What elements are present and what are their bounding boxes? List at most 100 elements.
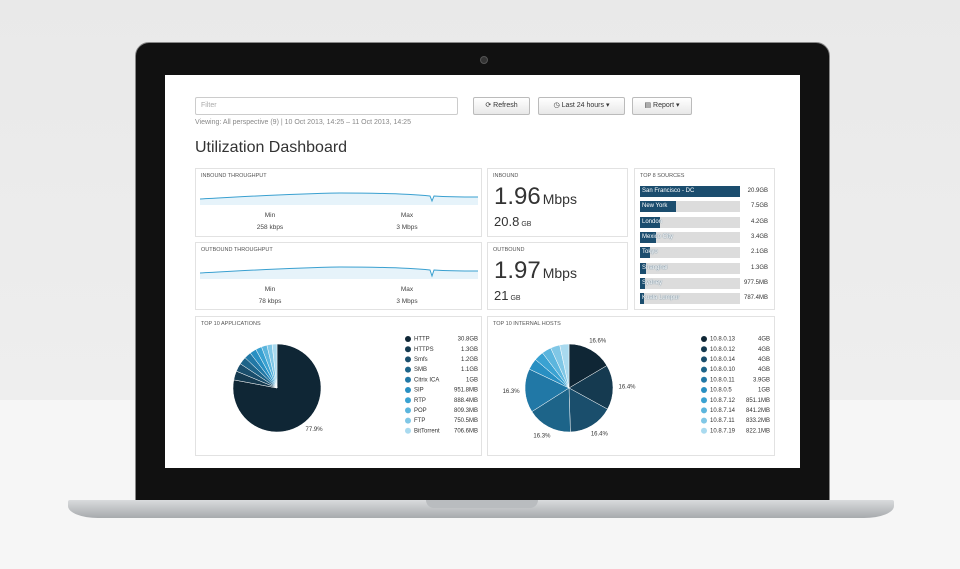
min-value: 258 kbps: [256, 224, 284, 231]
legend-name: FTP: [414, 418, 425, 424]
legend-name: 10.8.0.12: [710, 347, 736, 353]
source-name: Sydney: [642, 279, 663, 286]
legend-dot: [701, 346, 707, 353]
bar-track: [640, 247, 740, 259]
legend-dot: [701, 407, 707, 414]
legend-name: HTTPS: [414, 347, 434, 353]
legend-dot: [701, 417, 707, 424]
bar-track: [640, 293, 740, 305]
bar-track: [640, 277, 740, 289]
panel-title: TOP 8 SOURCES: [640, 173, 685, 179]
sparkline: [200, 192, 478, 205]
legend-dot: [701, 427, 707, 434]
legend-name: SIP: [414, 388, 424, 394]
legend-name: Citrix ICA: [414, 377, 439, 383]
volume-unit: GB: [510, 295, 521, 302]
bar-track: [640, 262, 740, 274]
top-hosts-panel: TOP 10 INTERNAL HOSTS 16.6% 10.8.0.13 4GB 1…: [487, 316, 775, 456]
panel-title: OUTBOUND THROUGHPUT: [201, 247, 273, 253]
max-label: Max: [400, 286, 414, 293]
source-value: 7.5GB: [750, 203, 768, 210]
pie-slice: [271, 343, 278, 389]
legend-value: 822.1MB: [746, 428, 770, 434]
pie-chart: 16.6% 10.8.0.13 4GB 16.4% 10.8.0.12 4GB 16.4% 1…: [503, 336, 770, 439]
source-name: Shanghai: [642, 264, 668, 271]
refresh-label: Refresh: [493, 102, 518, 109]
panel-title: TOP 10 INTERNAL HOSTS: [493, 321, 561, 327]
legend-name: RTP: [414, 398, 426, 404]
legend-value: 3.9GB: [753, 377, 770, 383]
panel-title: TOP 10 APPLICATIONS: [201, 321, 261, 327]
outbound-volume: 21 GB: [494, 288, 521, 303]
refresh-button[interactable]: ⟳ Refresh: [473, 97, 530, 115]
bar: [640, 247, 651, 259]
camera: [480, 56, 488, 64]
viewing-text: Viewing: All perspective (9) | 10 Oct 20…: [195, 119, 411, 126]
bar: [640, 186, 740, 197]
source-value: 20.9GB: [747, 188, 768, 194]
rate-value: 1.97: [494, 257, 541, 284]
legend-name: 10.8.0.11: [710, 377, 735, 383]
max-value: 3 Mbps: [396, 298, 418, 305]
source-name: Kuala Lumpur: [642, 295, 680, 302]
legend-name: 10.8.7.19: [710, 428, 736, 434]
pie-label: 16.6%: [589, 339, 607, 345]
pie-label: 16.4%: [618, 385, 636, 391]
legend-dot: [405, 427, 411, 434]
source-value: 2.1GB: [750, 249, 768, 256]
source-value: 977.5MB: [743, 279, 768, 286]
legend-value: 1.3GB: [461, 347, 478, 353]
legend-name: 10.8.7.12: [710, 398, 736, 404]
pie-slice: [568, 343, 608, 389]
source-name: Mexico City: [642, 233, 674, 240]
pie-label: 77.9%: [306, 427, 324, 433]
legend-dot: [405, 397, 411, 404]
bar: [640, 262, 647, 274]
page-title: Utilization Dashboard: [195, 139, 348, 156]
legend-value: 951.8MB: [454, 388, 478, 394]
volume-unit: GB: [521, 221, 532, 228]
legend-name: 10.8.0.14: [710, 357, 736, 363]
panel-title: INBOUND THROUGHPUT: [201, 173, 267, 179]
bar: [640, 201, 676, 213]
bar: [640, 293, 644, 305]
time-range-button[interactable]: ◷ Last 24 hours ▾: [538, 97, 625, 115]
legend-dot: [405, 336, 411, 342]
legend-value: 833.2MB: [746, 418, 770, 424]
legend-dot: [405, 366, 411, 373]
report-button[interactable]: ▤ Report ▾: [632, 97, 692, 115]
report-label: Report: [653, 102, 675, 109]
inbound-volume: 20.8 GB: [494, 214, 531, 229]
source-name: San Francisco - DC: [642, 188, 695, 194]
panel-title: OUTBOUND: [493, 247, 525, 253]
legend-dot: [701, 387, 707, 393]
pie-chart: 77.9% HTTP 30.8GB HTTPS 1.3GB Smfs 1.2GB SMB 1.1…: [232, 336, 478, 434]
bar: [640, 216, 661, 228]
legend-value: 706.6MB: [454, 428, 478, 434]
pie-label: 16.3%: [503, 389, 521, 395]
bar: [640, 277, 645, 289]
source-value: 1.3GB: [750, 264, 768, 271]
legend-value: 1.1GB: [461, 367, 478, 373]
legend-value: 809.3MB: [454, 408, 478, 414]
source-name: Tokyo: [642, 249, 658, 256]
volume-value: 20.8: [494, 214, 520, 229]
legend-value: 30.8GB: [458, 337, 478, 343]
legend-value: 4GB: [758, 367, 770, 373]
filter-input[interactable]: Filter: [195, 97, 458, 115]
inbound-throughput-panel: INBOUND THROUGHPUT Min 258 kbps Max 3 Mb…: [195, 168, 482, 237]
rate-unit: Mbps: [542, 265, 577, 281]
rate-unit: Mbps: [542, 191, 577, 207]
legend-value: 1.2GB: [461, 357, 478, 363]
laptop-base: [68, 500, 894, 518]
legend-name: BitTorrent: [414, 428, 440, 434]
legend-dot: [405, 407, 411, 414]
legend-name: 10.8.7.11: [710, 418, 735, 424]
legend-dot: [405, 376, 411, 383]
source-value: 3.4GB: [750, 233, 768, 240]
sparkline: [200, 266, 478, 279]
source-name: New York: [642, 203, 668, 210]
source-value: 4.2GB: [750, 218, 768, 225]
pie-slice: [559, 343, 570, 389]
